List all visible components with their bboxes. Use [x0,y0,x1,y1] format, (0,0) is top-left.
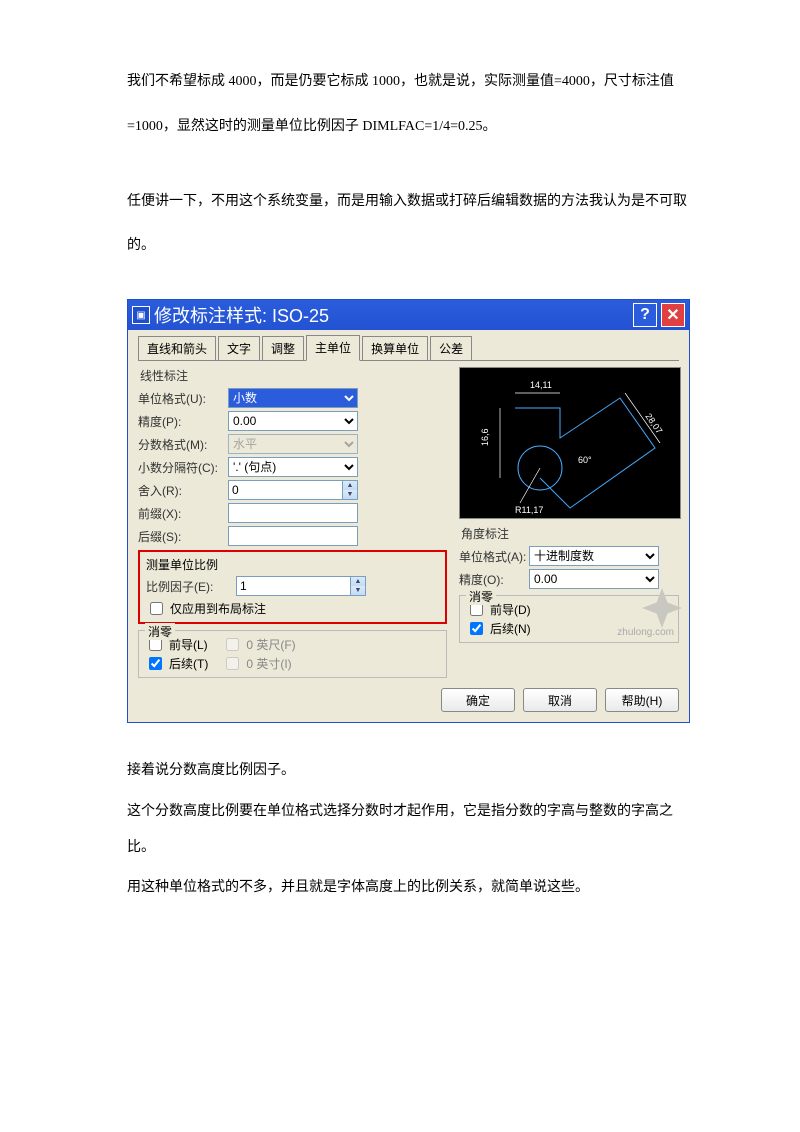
dimension-style-dialog: ▣ 修改标注样式: ISO-25 ? ✕ 直线和箭头 文字 调整 主单位 换算单… [127,299,690,723]
unit-format-select[interactable]: 小数 [228,388,358,408]
layout-only-label: 仅应用到布局标注 [170,600,266,617]
scale-factor-input[interactable] [237,577,350,595]
angular-title: 角度标注 [459,525,679,542]
round-label: 舍入(R): [138,482,228,499]
tab-lines-arrows[interactable]: 直线和箭头 [138,336,216,360]
svg-text:16,6: 16,6 [480,429,490,447]
angular-precision-label: 精度(O): [459,571,529,588]
tab-tolerances[interactable]: 公差 [430,336,472,360]
help-button[interactable]: 帮助(H) [605,688,679,712]
trailing-checkbox[interactable]: 后续(T) [145,654,208,673]
angular-unit-label: 单位格式(A): [459,548,529,565]
precision-select[interactable]: 0.00 [228,411,358,431]
scale-factor-spinner[interactable]: ▲▼ [236,576,366,596]
close-icon[interactable]: ✕ [661,303,685,327]
tab-fit[interactable]: 调整 [262,336,304,360]
tab-alternate-units[interactable]: 换算单位 [362,336,428,360]
suffix-label: 后缀(S): [138,528,228,545]
paragraph-4: 这个分数高度比例要在单位格式选择分数时才起作用，它是指分数的字高与整数的字高之比… [127,794,690,867]
paragraph-5: 用这种单位格式的不多，并且就是字体高度上的比例关系，就简单说这些。 [127,870,690,906]
prefix-input[interactable] [228,503,358,523]
zero-title: 消零 [145,623,175,640]
watermark: zhulong.com [617,627,674,638]
layout-only-checkbox[interactable]: 仅应用到布局标注 [146,599,266,618]
dialog-title: 修改标注样式: ISO-25 [154,302,329,328]
decoration-icon [640,586,684,630]
scale-factor-label: 比例因子(E): [146,578,236,595]
paragraph-2: 任便讲一下，不用这个系统变量，而是用输入数据或打碎后编辑数据的方法我认为是不可取… [127,180,690,270]
suffix-input[interactable] [228,526,358,546]
fraction-format-select: 水平 [228,434,358,454]
angular-zero-title: 消零 [466,588,496,605]
tab-primary-units[interactable]: 主单位 [306,335,360,361]
decimal-sep-select[interactable]: '.' (句点) [228,457,358,477]
angular-unit-select[interactable]: 十进制度数 [529,546,659,566]
precision-label: 精度(P): [138,413,228,430]
svg-text:60°: 60° [578,455,592,465]
help-icon[interactable]: ? [633,303,657,327]
fraction-format-label: 分数格式(M): [138,436,228,453]
zero-suppression-group: 消零 前导(L) 后续(T) 0 英尺(F) 0 英寸(I) [138,630,447,678]
unit-format-label: 单位格式(U): [138,390,228,407]
round-input[interactable] [229,481,342,499]
inches-checkbox: 0 英寸(I) [222,654,291,673]
app-icon: ▣ [132,306,150,324]
decimal-sep-label: 小数分隔符(C): [138,459,228,476]
round-spinner[interactable]: ▲▼ [228,480,358,500]
paragraph-1: 我们不希望标成 4000，而是仍要它标成 1000，也就是说，实际测量值=400… [127,60,690,150]
svg-text:14,11: 14,11 [530,380,552,390]
svg-text:R11,17: R11,17 [515,505,543,515]
tabs: 直线和箭头 文字 调整 主单位 换算单位 公差 [138,336,679,361]
titlebar[interactable]: ▣ 修改标注样式: ISO-25 ? ✕ [128,300,689,330]
linear-group-title: 线性标注 [138,367,447,384]
paragraph-3: 接着说分数高度比例因子。 [127,753,690,789]
dimension-preview: 14,11 16,6 28,07 R11,17 60° [459,367,681,519]
angular-zero-group: 消零 前导(D) 后续(N) zhulong.com [459,595,679,643]
cancel-button[interactable]: 取消 [523,688,597,712]
tab-text[interactable]: 文字 [218,336,260,360]
scale-highlight-box: 测量单位比例 比例因子(E): ▲▼ [138,550,447,624]
angular-trailing-checkbox[interactable]: 后续(N) [466,619,531,638]
prefix-label: 前缀(X): [138,505,228,522]
ok-button[interactable]: 确定 [441,688,515,712]
feet-checkbox: 0 英尺(F) [222,635,295,654]
scale-title: 测量单位比例 [146,556,439,573]
